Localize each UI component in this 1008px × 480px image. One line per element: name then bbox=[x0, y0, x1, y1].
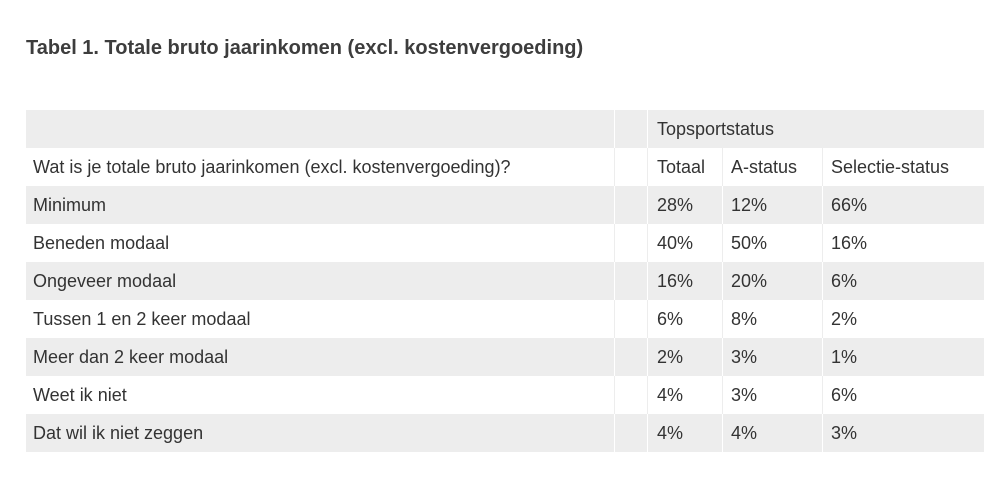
row-gap-cell bbox=[614, 186, 647, 224]
header-empty-cell bbox=[26, 110, 614, 148]
cell-selectie-status: 6% bbox=[822, 376, 984, 414]
cell-selectie-status: 16% bbox=[822, 224, 984, 262]
cell-selectie-status: 6% bbox=[822, 262, 984, 300]
row-label: Ongeveer modaal bbox=[33, 270, 177, 291]
table-row: Tussen 1 en 2 keer modaal 6% 8% 2% bbox=[26, 300, 984, 338]
table-body: Minimum 28% 12% 66% Beneden modaal 40% 50% 16% O… bbox=[26, 186, 984, 452]
column-header-a-status: A-status bbox=[722, 148, 822, 186]
cell-a-status: 8% bbox=[722, 300, 822, 338]
row-label: Beneden modaal bbox=[33, 232, 170, 253]
cell-totaal: 6% bbox=[647, 300, 722, 338]
row-gap-cell bbox=[614, 376, 647, 414]
cell-selectie-status: 2% bbox=[822, 300, 984, 338]
cell-a-status: 4% bbox=[722, 414, 822, 452]
table-row: Dat wil ik niet zeggen 4% 4% 3% bbox=[26, 414, 984, 452]
row-label: Minimum bbox=[33, 194, 107, 215]
row-gap-cell bbox=[614, 224, 647, 262]
table-group-header-row: Topsportstatus bbox=[26, 110, 984, 148]
row-gap-cell bbox=[614, 414, 647, 452]
cell-totaal: 28% bbox=[647, 186, 722, 224]
cell-a-status: 3% bbox=[722, 338, 822, 376]
column-gap-cell bbox=[614, 148, 647, 186]
cell-a-status: 3% bbox=[722, 376, 822, 414]
cell-totaal: 4% bbox=[647, 376, 722, 414]
row-label: Meer dan 2 keer modaal bbox=[33, 346, 229, 367]
cell-totaal: 4% bbox=[647, 414, 722, 452]
cell-a-status: 12% bbox=[722, 186, 822, 224]
cell-selectie-status: 66% bbox=[822, 186, 984, 224]
table-row: Beneden modaal 40% 50% 16% bbox=[26, 224, 984, 262]
row-gap-cell bbox=[614, 300, 647, 338]
row-label: Dat wil ik niet zeggen bbox=[33, 422, 204, 443]
header-gap-cell bbox=[614, 110, 647, 148]
column-header-selectie-status: Selectie-status bbox=[822, 148, 984, 186]
table-row: Weet ik niet 4% 3% 6% bbox=[26, 376, 984, 414]
cell-totaal: 16% bbox=[647, 262, 722, 300]
table-column-header-row: Wat is je totale bruto jaarinkomen (excl… bbox=[26, 148, 984, 186]
table-title: Tabel 1. Totale bruto jaarinkomen (excl.… bbox=[26, 37, 584, 59]
cell-a-status: 20% bbox=[722, 262, 822, 300]
cell-a-status: 50% bbox=[722, 224, 822, 262]
row-gap-cell bbox=[614, 338, 647, 376]
group-header-topsportstatus: Topsportstatus bbox=[647, 110, 984, 148]
income-table: Topsportstatus Wat is je totale bruto ja… bbox=[26, 110, 984, 452]
row-label: Weet ik niet bbox=[33, 384, 127, 405]
row-label: Tussen 1 en 2 keer modaal bbox=[33, 308, 251, 329]
table-row: Ongeveer modaal 16% 20% 6% bbox=[26, 262, 984, 300]
cell-totaal: 2% bbox=[647, 338, 722, 376]
question-header: Wat is je totale bruto jaarinkomen (excl… bbox=[33, 156, 511, 177]
row-gap-cell bbox=[614, 262, 647, 300]
column-header-totaal: Totaal bbox=[647, 148, 722, 186]
cell-selectie-status: 1% bbox=[822, 338, 984, 376]
table-row: Meer dan 2 keer modaal 2% 3% 1% bbox=[26, 338, 984, 376]
cell-selectie-status: 3% bbox=[822, 414, 984, 452]
cell-totaal: 40% bbox=[647, 224, 722, 262]
table-row: Minimum 28% 12% 66% bbox=[26, 186, 984, 224]
